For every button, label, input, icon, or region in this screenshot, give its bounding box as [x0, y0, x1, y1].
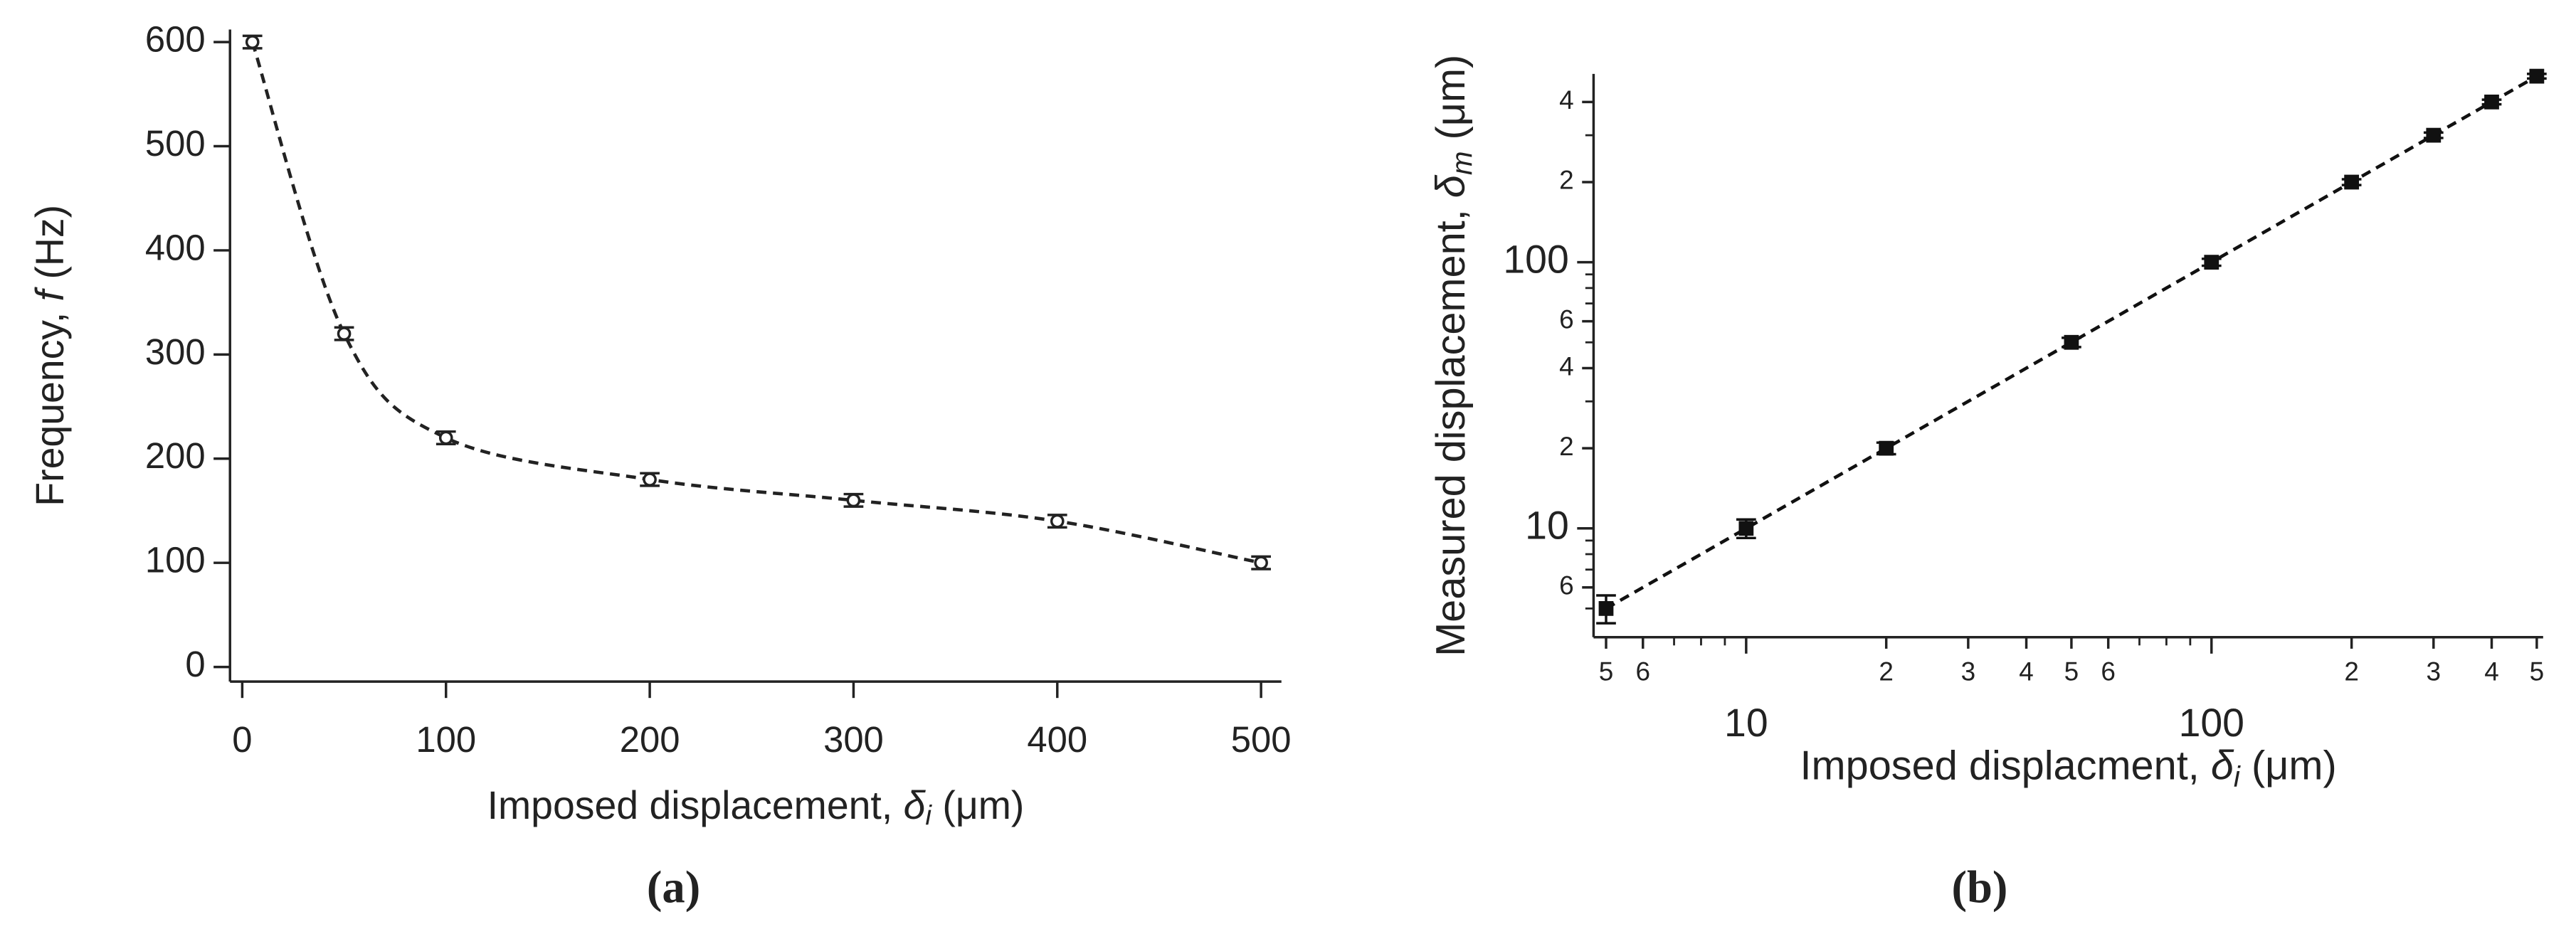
marker — [2204, 255, 2219, 270]
axis-label-text: Measured displacement, — [1428, 198, 1474, 657]
y-tick-label: 100 — [1503, 237, 1568, 281]
panel-label: (a) — [647, 861, 700, 912]
axis-label: Frequency, f (Hz) — [28, 205, 72, 506]
axis-label-unit: (μm) — [2240, 743, 2337, 789]
y-tick-label: 200 — [145, 435, 206, 476]
axis-label-unit: (Hz) — [28, 205, 72, 290]
axis-label: Imposed displacement, δi (μm) — [487, 783, 1025, 832]
y-tick-label: 4 — [1559, 85, 1574, 115]
marker — [2484, 94, 2499, 110]
marker — [1254, 556, 1268, 570]
x-tick-label: 0 — [232, 719, 252, 760]
x-tick-label: 300 — [823, 719, 884, 760]
axis-label-subscript: m — [1445, 152, 1478, 176]
marker — [2344, 174, 2360, 190]
marker — [2426, 127, 2442, 143]
x-tick-label: 5 — [2530, 657, 2545, 686]
x-tick-label: 2 — [1879, 657, 1894, 686]
marker — [245, 35, 260, 49]
axis-label-subscript: i — [2234, 760, 2241, 792]
axis-label-symbol: δ — [904, 783, 927, 827]
y-tick-label: 2 — [1559, 432, 1574, 461]
axis-label-unit: (μm) — [931, 783, 1024, 827]
y-tick-label: 2 — [1559, 166, 1574, 195]
marker — [643, 472, 657, 487]
x-tick-label: 3 — [2427, 657, 2442, 686]
marker — [846, 493, 861, 508]
marker — [2064, 334, 2079, 350]
y-tick-label: 6 — [1559, 304, 1574, 334]
x-tick-label: 2 — [2344, 657, 2359, 686]
y-tick-label: 400 — [145, 227, 206, 267]
x-tick-label: 100 — [2179, 701, 2244, 745]
x-tick-label: 6 — [1635, 657, 1650, 686]
axis-label: Measured displacement, δm (μm) — [1428, 55, 1477, 657]
axis-label-subscript: i — [925, 801, 932, 832]
y-tick-label: 500 — [145, 123, 206, 164]
y-tick-label: 100 — [145, 540, 206, 580]
x-tick-label: 3 — [1961, 657, 1976, 686]
x-tick-label: 5 — [2064, 657, 2079, 686]
y-tick-label: 0 — [185, 644, 205, 684]
marker — [2529, 68, 2545, 84]
x-tick-label: 100 — [416, 719, 476, 760]
y-tick-label: 10 — [1525, 503, 1569, 547]
marker — [1050, 514, 1065, 529]
axis-label-text: Frequency, — [28, 301, 72, 506]
axis-label-symbol: f — [28, 286, 72, 301]
panel-label: (b) — [1951, 861, 2007, 912]
x-tick-label: 10 — [1724, 701, 1768, 745]
y-tick-label: 4 — [1559, 351, 1574, 381]
x-tick-label: 4 — [2019, 657, 2034, 686]
y-tick-label: 600 — [145, 19, 206, 60]
axis-label: Imposed displacment, δi (μm) — [1800, 743, 2337, 792]
axis-label-symbol: δ — [2211, 743, 2234, 789]
axis-label-text: Imposed displacement, — [487, 783, 904, 827]
axis-label-unit: (μm) — [1428, 55, 1474, 152]
marker — [1598, 600, 1614, 616]
x-tick-label: 6 — [2101, 657, 2116, 686]
axis-label-symbol: δ — [1428, 174, 1474, 198]
x-tick-label: 400 — [1027, 719, 1087, 760]
marker — [1879, 440, 1894, 456]
y-tick-label: 6 — [1559, 571, 1574, 600]
marker — [438, 430, 453, 445]
y-tick-label: 300 — [145, 331, 206, 372]
x-tick-label: 5 — [1599, 657, 1614, 686]
marker — [337, 327, 352, 341]
fit-line — [250, 41, 1262, 565]
axis-label-text: Imposed displacment, — [1800, 743, 2211, 789]
x-tick-label: 4 — [2484, 657, 2499, 686]
marker — [1738, 521, 1754, 536]
x-tick-label: 200 — [620, 719, 680, 760]
x-tick-label: 500 — [1231, 719, 1292, 760]
